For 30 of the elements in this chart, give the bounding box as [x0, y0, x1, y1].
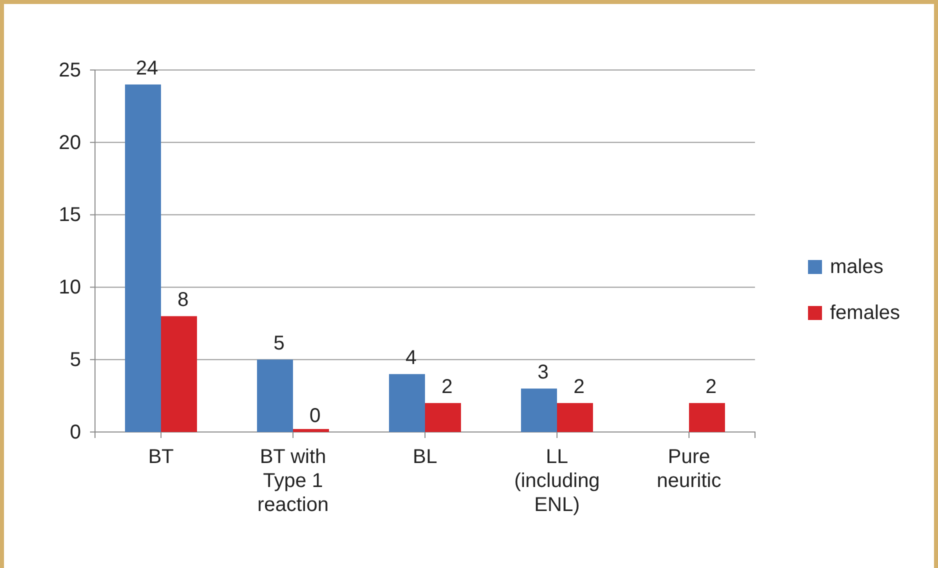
data-label: 2 [573, 376, 585, 398]
bar [557, 403, 593, 432]
legend-label: females [830, 302, 900, 324]
y-tick-label: 15 [58, 204, 81, 226]
data-label: 2 [705, 376, 717, 398]
bar [425, 403, 461, 432]
y-tick-label: 5 [70, 349, 81, 371]
bar [257, 360, 293, 432]
data-label: 8 [177, 289, 189, 312]
bar [161, 316, 197, 432]
data-label: 4 [405, 347, 417, 370]
bar [125, 84, 161, 432]
bar [689, 403, 725, 432]
y-tick-label: 10 [58, 276, 81, 299]
bar [521, 388, 557, 432]
legend-label: males [830, 256, 884, 278]
data-label: 3 [537, 362, 549, 384]
y-tick-label: 20 [58, 132, 81, 154]
x-tick-label: BT with Type 1 reaction [257, 446, 329, 516]
y-tick-label: 25 [58, 59, 81, 82]
x-tick-label: LL (including ENL) [514, 446, 600, 516]
x-tick-label: Pure neuritic [656, 446, 722, 492]
y-tick-label: 0 [70, 421, 81, 444]
x-tick-label: BT [148, 446, 174, 468]
x-tick-label: BL [412, 446, 438, 468]
data-label: 24 [136, 57, 158, 80]
data-label: 5 [273, 332, 285, 355]
data-label: 0 [309, 405, 321, 427]
data-label: 2 [441, 376, 453, 398]
bar [389, 374, 425, 432]
